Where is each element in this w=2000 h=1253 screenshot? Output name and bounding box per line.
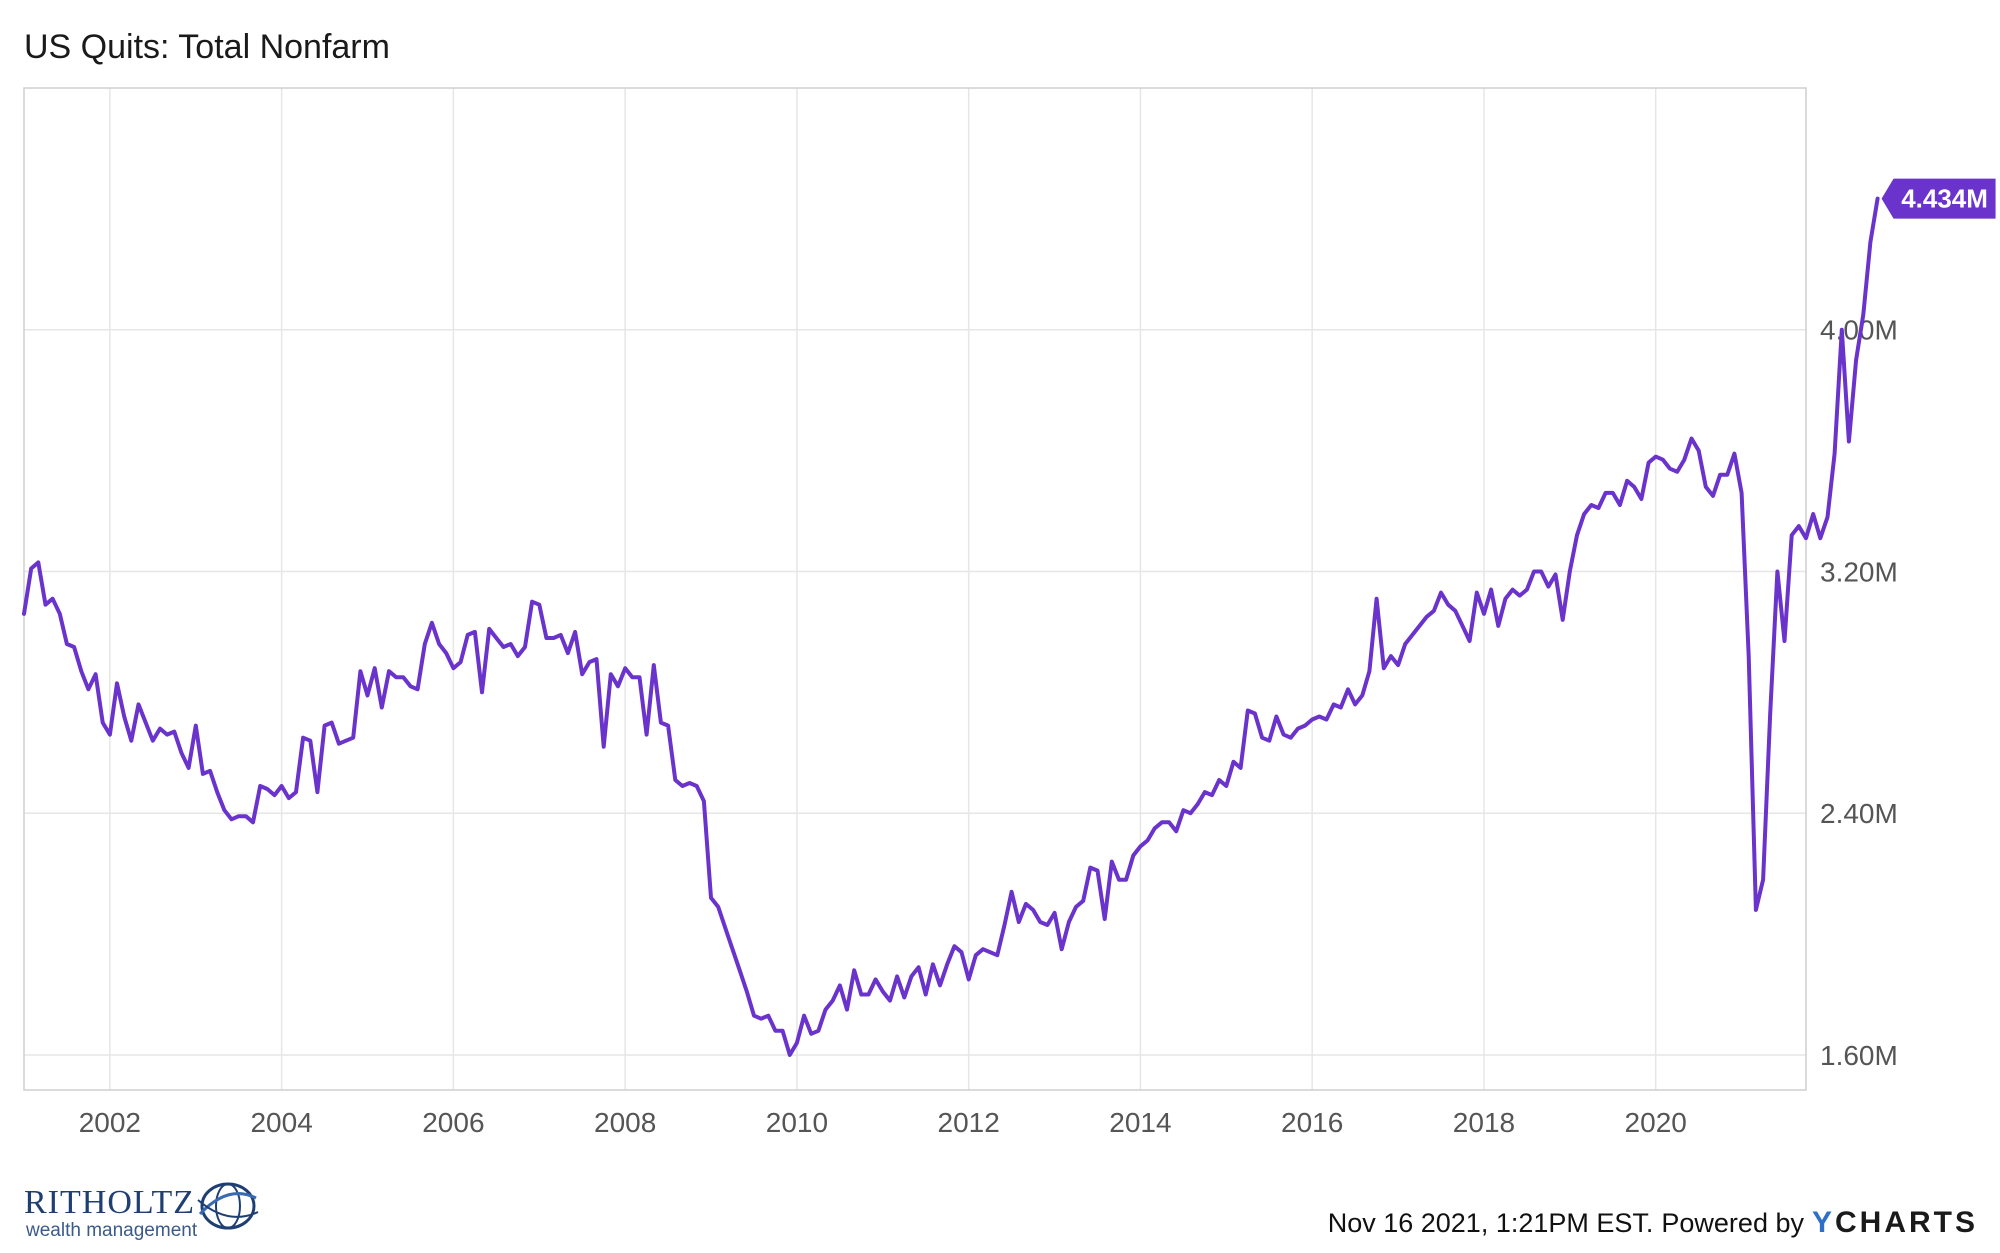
x-tick-label: 2014: [1109, 1107, 1171, 1138]
last-value-tag-shape: [1881, 178, 1996, 219]
x-tick-label: 2012: [938, 1107, 1000, 1138]
chart-title: US Quits: Total Nonfarm: [24, 28, 390, 66]
last-value-tag: 4.434M: [1881, 178, 1996, 219]
globe-icon: [197, 1182, 259, 1230]
y-tick-label: 2.40M: [1820, 798, 1898, 829]
y-tick-label: 3.20M: [1820, 556, 1898, 587]
x-tick-label: 2018: [1453, 1107, 1515, 1138]
ycharts-logo[interactable]: YCHARTS: [1812, 1206, 1978, 1240]
ritholtz-logo[interactable]: RITHOLTZ wealth management: [24, 1172, 264, 1241]
x-axis: 2002 2004 2006 2008 2010 2012 2014 2016 2018 2020: [79, 1107, 1687, 1138]
x-tick-label: 2002: [79, 1107, 141, 1138]
series-line-quits: [22, 196, 1880, 1057]
footer: Nov 16 2021, 1:21PM EST. Powered by YCHA…: [1328, 1206, 1978, 1240]
x-tick-label: 2010: [766, 1107, 828, 1138]
x-tick-label: 2006: [422, 1107, 484, 1138]
ycharts-logo-text: CHARTS: [1835, 1206, 1978, 1239]
x-tick-label: 2016: [1281, 1107, 1343, 1138]
x-tick-label: 2004: [250, 1107, 312, 1138]
x-tick-label: 2008: [594, 1107, 656, 1138]
logo-subtitle: wealth management: [26, 1220, 198, 1241]
x-tick-label: 2020: [1625, 1107, 1687, 1138]
chart-grid: [24, 88, 1806, 1090]
last-value-label: 4.434M: [1901, 184, 1988, 214]
footer-powered-by: Powered by: [1661, 1207, 1804, 1238]
footer-timestamp: Nov 16 2021, 1:21PM EST.: [1327, 1207, 1654, 1238]
y-tick-label: 1.60M: [1820, 1040, 1898, 1071]
plot-frame: [23, 87, 1807, 1091]
ycharts-logo-y: Y: [1811, 1206, 1835, 1239]
logo-name: RITHOLTZ: [24, 1184, 196, 1221]
